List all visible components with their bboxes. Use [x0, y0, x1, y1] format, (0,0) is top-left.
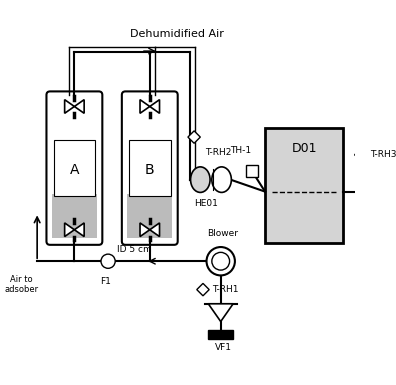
Bar	[208, 330, 233, 339]
Bar	[127, 194, 172, 238]
Polygon shape	[74, 223, 84, 236]
FancyBboxPatch shape	[122, 91, 178, 245]
Bar	[265, 128, 343, 243]
Bar	[246, 164, 258, 177]
Polygon shape	[355, 149, 367, 161]
Text: A: A	[70, 163, 79, 177]
Polygon shape	[208, 304, 233, 321]
Bar	[129, 140, 171, 196]
Polygon shape	[74, 100, 84, 113]
Text: Blower: Blower	[207, 229, 238, 238]
Polygon shape	[197, 283, 209, 296]
Text: F1: F1	[100, 277, 111, 286]
Polygon shape	[65, 223, 74, 236]
Text: Air to
adsober: Air to adsober	[4, 275, 38, 294]
Text: ID 5 cm: ID 5 cm	[117, 245, 152, 254]
Polygon shape	[150, 100, 160, 113]
Polygon shape	[140, 223, 150, 236]
Bar	[52, 194, 97, 238]
Text: T-RH2: T-RH2	[205, 148, 231, 157]
Polygon shape	[150, 223, 160, 236]
Text: VF1: VF1	[215, 343, 232, 352]
Circle shape	[207, 247, 235, 275]
Text: TH-1: TH-1	[230, 146, 251, 155]
Text: HE01: HE01	[194, 199, 219, 208]
Polygon shape	[140, 100, 150, 113]
Text: T-RH3: T-RH3	[370, 150, 396, 159]
Ellipse shape	[212, 167, 231, 192]
Polygon shape	[65, 100, 74, 113]
Text: T-RH1: T-RH1	[212, 285, 238, 294]
Bar	[53, 140, 95, 196]
Ellipse shape	[190, 167, 210, 192]
FancyBboxPatch shape	[46, 91, 102, 245]
Text: Dehumidified Air: Dehumidified Air	[130, 29, 224, 39]
Circle shape	[101, 254, 115, 268]
Circle shape	[212, 252, 230, 270]
Polygon shape	[188, 131, 200, 143]
Text: D01: D01	[291, 142, 317, 156]
Text: B: B	[145, 163, 154, 177]
